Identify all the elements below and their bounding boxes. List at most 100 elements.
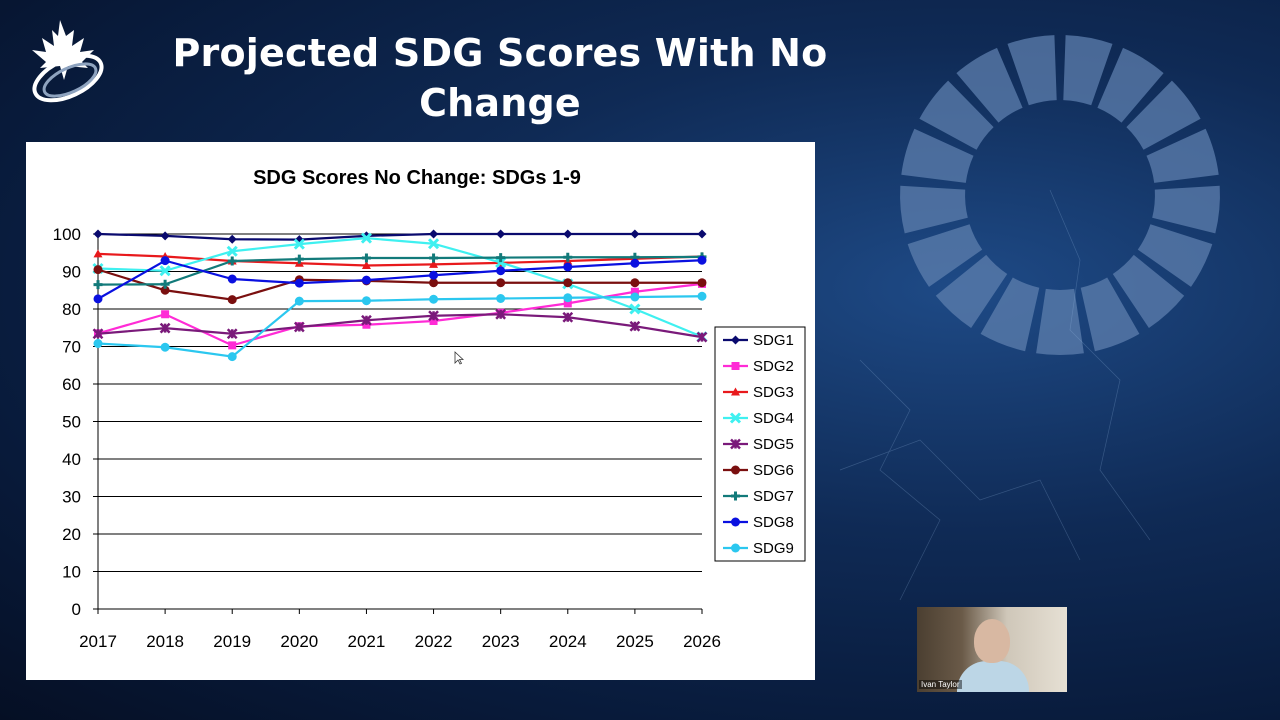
- wheel-segment: [907, 224, 983, 287]
- data-point-sdg7: [361, 253, 371, 263]
- x-axis-tick-labels: 2017 2018 2019 2020 2021 2022 2023 2024 2025 2026: [79, 632, 721, 651]
- data-point-sdg9: [563, 293, 573, 303]
- series-line-sdg1: [97, 232, 702, 241]
- data-point-sdg7: [93, 280, 103, 290]
- data-point-sdg6: [563, 278, 573, 288]
- legend-marker: [731, 465, 740, 475]
- data-point-sdg1: [697, 229, 707, 239]
- legend-label: SDG6: [753, 462, 794, 479]
- data-point-sdg1: [93, 229, 103, 239]
- data-point-sdg4: [495, 256, 507, 269]
- x-tick-label: 2024: [549, 632, 587, 651]
- y-tick-label: 70: [62, 338, 81, 357]
- series-line-sdg5: [97, 313, 703, 339]
- wheel-segment: [1007, 35, 1057, 106]
- data-point-sdg5: [562, 311, 574, 323]
- legend-marker: [731, 517, 740, 527]
- data-point-sdg7: [429, 253, 439, 263]
- wheel-segment: [1036, 288, 1084, 355]
- wheel-segment: [900, 185, 968, 234]
- wheel-segment: [956, 47, 1023, 123]
- data-point-sdg8: [294, 278, 304, 288]
- x-tick-label: 2020: [280, 632, 318, 651]
- data-point-sdg5: [629, 320, 641, 332]
- y-tick-label: 50: [62, 413, 81, 432]
- legend-label: SDG9: [753, 540, 794, 557]
- data-point-sdg1: [160, 231, 170, 241]
- legend-item-sdg5: SDG5: [723, 436, 794, 453]
- legend-item-sdg8: SDG8: [723, 514, 794, 531]
- data-point-sdg2: [563, 299, 572, 308]
- x-tick-label: 2026: [683, 632, 721, 651]
- chart-title: SDG Scores No Change: SDGs 1-9: [253, 167, 581, 189]
- x-tick-label: 2019: [213, 632, 251, 651]
- slide-title-line-2: Change: [419, 81, 581, 125]
- data-point-sdg6: [429, 278, 439, 288]
- wheel-segment: [1080, 277, 1140, 352]
- y-tick-label: 90: [62, 263, 81, 282]
- y-axis-tick-labels: 0 10 20 30 40 50 60 70 80 90 100: [53, 225, 81, 619]
- participant-name: Ivan Taylor: [919, 680, 962, 689]
- legend-item-sdg2: SDG2: [723, 358, 794, 375]
- y-tick-label: 30: [62, 488, 81, 507]
- legend-marker: [731, 543, 740, 553]
- data-point-sdg9: [361, 296, 371, 306]
- data-point-sdg7: [227, 256, 237, 266]
- data-point-sdg3: [429, 259, 439, 268]
- data-point-sdg9: [429, 294, 439, 304]
- series-line-sdg6: [97, 268, 702, 301]
- wheel-segment: [1063, 35, 1113, 106]
- data-point-sdg4: [226, 245, 238, 257]
- data-point-sdg7: [294, 254, 304, 264]
- data-point-sdg2: [228, 341, 237, 350]
- series-line-sdg8: [97, 259, 703, 300]
- legend-label: SDG3: [753, 384, 794, 401]
- chart-gridlines: [98, 233, 702, 572]
- data-point-sdg8: [496, 266, 506, 276]
- data-point-sdg8: [160, 256, 170, 266]
- line-chart: SDG Scores No Change: SDGs 1-9 0 10 20 30 40…: [53, 167, 806, 651]
- data-point-sdg6: [160, 285, 170, 295]
- legend-marker: [731, 491, 740, 501]
- data-point-sdg7: [563, 252, 573, 262]
- legend-label: SDG8: [753, 514, 794, 531]
- data-point-sdg8: [563, 262, 573, 272]
- data-point-sdg8: [697, 255, 707, 265]
- presenter-body: [957, 661, 1029, 692]
- data-point-sdg8: [361, 275, 371, 285]
- data-point-sdg4: [629, 303, 641, 315]
- data-point-sdg3: [361, 261, 371, 269]
- wheel-segment: [1126, 80, 1201, 150]
- wheel-segment: [901, 128, 974, 183]
- wheel-segment: [919, 80, 994, 150]
- y-tick-label: 60: [62, 375, 81, 394]
- data-point-sdg1: [429, 229, 439, 239]
- chart-panel: SDG Scores No Change: SDGs 1-9 0 10 20 30 40…: [26, 142, 815, 680]
- data-point-sdg5: [92, 328, 104, 340]
- legend-marker: [730, 438, 741, 450]
- legend-item-sdg9: SDG9: [723, 540, 794, 557]
- data-point-sdg6: [496, 278, 506, 288]
- maple-leaf-logo: [32, 20, 104, 103]
- series-line-sdg3: [97, 252, 703, 267]
- data-point-sdg5: [428, 310, 439, 322]
- series-sdg8: [93, 255, 707, 304]
- y-tick-label: 10: [62, 563, 81, 582]
- data-point-sdg6: [697, 278, 707, 288]
- wheel-segment: [1152, 185, 1220, 234]
- x-tick-label: 2025: [616, 632, 654, 651]
- y-tick-label: 20: [62, 525, 81, 544]
- data-point-sdg8: [227, 274, 237, 284]
- data-point-sdg6: [630, 278, 640, 288]
- x-tick-label: 2017: [79, 632, 117, 651]
- legend-marker: [729, 412, 742, 424]
- legend-marker: [731, 387, 740, 396]
- data-point-sdg5: [226, 328, 238, 340]
- x-tick-label: 2021: [348, 632, 386, 651]
- x-tick-label: 2018: [146, 632, 184, 651]
- series-line-sdg7: [97, 255, 703, 286]
- series-sdg9: [93, 291, 707, 362]
- data-point-sdg4: [360, 232, 373, 244]
- data-point-sdg8: [429, 270, 439, 280]
- wheel-segment: [1097, 47, 1164, 123]
